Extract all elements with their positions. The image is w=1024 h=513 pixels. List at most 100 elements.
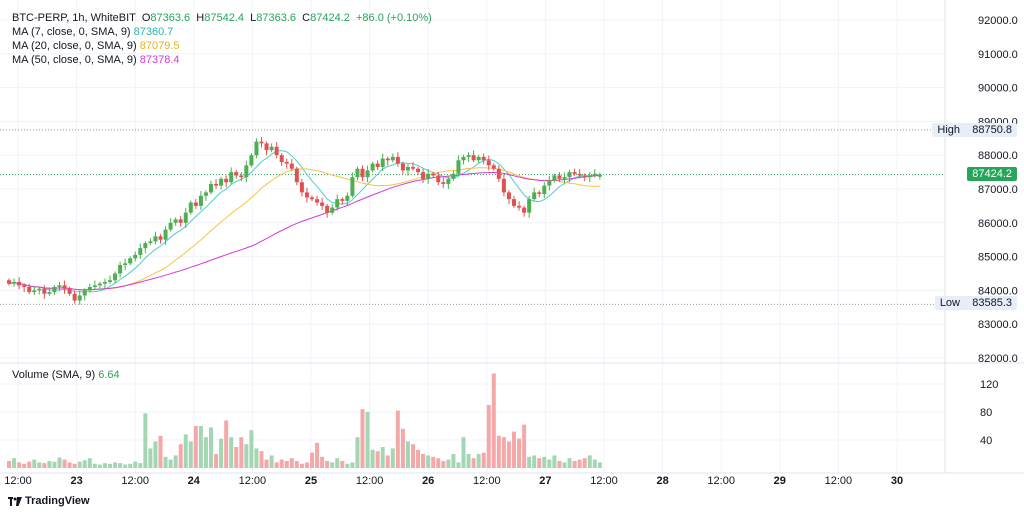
candle-body [405, 167, 410, 171]
volume-bar [22, 463, 27, 468]
candle-body [360, 168, 365, 178]
close-value: 87424.2 [310, 12, 350, 24]
volume-bar [47, 461, 52, 468]
volume-bar [370, 449, 375, 468]
ma50-line [8, 171, 600, 291]
price-tick-label: 83000.0 [978, 319, 1018, 331]
volume-bar [431, 456, 436, 468]
low-value: 87363.6 [256, 12, 297, 24]
candle-body [582, 175, 587, 178]
candle-body [537, 192, 542, 195]
candle-body [229, 172, 234, 183]
ma50-value: 87378.4 [139, 54, 180, 66]
volume-bar [133, 461, 138, 468]
candle-body [183, 212, 188, 223]
volume-bar [365, 412, 370, 468]
volume-bar [506, 441, 511, 468]
candle-body [350, 177, 355, 196]
ma7-line [8, 150, 600, 293]
volume-bar [380, 447, 385, 468]
time-tick-label: 30 [891, 475, 903, 487]
volume-bar [163, 456, 168, 468]
tradingview-logo[interactable]: TradingView [8, 495, 90, 507]
volume-bar [592, 459, 597, 468]
volume-bar [17, 462, 22, 468]
volume-tick-label: 120 [980, 379, 998, 391]
candle-body [390, 156, 395, 161]
candle-body [72, 293, 77, 301]
candle-body [97, 283, 102, 286]
time-tick-label: 28 [656, 475, 668, 487]
symbol-name: BTC-PERP, 1h, WhiteBIT [12, 12, 136, 24]
high-marker: High 88750.8 [932, 123, 1017, 137]
candle-body [173, 219, 178, 223]
candle-body [411, 167, 415, 169]
time-tick-label: 12:00 [473, 475, 501, 487]
ma20-legend[interactable]: MA (20, close, 0, SMA, 9) 87079.5 [12, 40, 180, 52]
candle-body [310, 197, 314, 200]
candle-body [234, 172, 239, 176]
volume-bar [340, 461, 345, 468]
candle-body [219, 178, 224, 186]
volume-legend[interactable]: Volume (SMA, 9) 6.64 [12, 369, 120, 381]
price-tick-label: 88000.0 [978, 150, 1018, 162]
candle-body [345, 195, 350, 201]
volume-bar [32, 459, 37, 468]
volume-bar [12, 458, 17, 468]
candle-body [380, 158, 385, 168]
volume-bar [542, 456, 547, 468]
low-label: L [250, 12, 257, 24]
candle-body [87, 287, 92, 291]
candle-body [158, 236, 163, 240]
volume-bar [7, 461, 11, 468]
candle-body [128, 258, 133, 264]
candle-body [426, 173, 431, 179]
candle-body [375, 163, 380, 168]
time-tick-label: 12:00 [4, 475, 32, 487]
candle-body [315, 199, 320, 203]
volume-bar [552, 455, 557, 468]
volume-bar [234, 447, 239, 468]
volume-value: 6.64 [98, 369, 120, 381]
price-tick-label: 84000.0 [978, 285, 1018, 297]
candle-body [32, 290, 37, 293]
candle-body [37, 288, 42, 291]
candle-body [178, 219, 183, 223]
candle-body [67, 288, 72, 294]
ma20-line [8, 167, 600, 291]
volume-bar [138, 463, 143, 468]
candle-body [456, 160, 461, 174]
last-price-value: 87424.2 [972, 168, 1012, 180]
candle-body [113, 273, 118, 281]
volume-bar [325, 461, 330, 468]
volume-bar [567, 458, 572, 468]
volume-bar [395, 410, 400, 468]
time-tick-label: 25 [305, 475, 317, 487]
candle-body [466, 155, 471, 157]
volume-bar [183, 434, 188, 468]
ma7-legend[interactable]: MA (7, close, 0, SMA, 9) 87360.7 [12, 26, 173, 38]
volume-bar [102, 463, 107, 468]
candle-body [421, 172, 426, 179]
high-label: H [196, 12, 205, 24]
volume-bar [123, 464, 128, 468]
volume-tick-label: 80 [980, 407, 992, 419]
candle-body [299, 182, 304, 193]
ma50-legend[interactable]: MA (50, close, 0, SMA, 9) 87378.4 [12, 54, 180, 66]
candle-body [254, 141, 259, 156]
volume-bar [52, 461, 57, 468]
volume-bar [446, 459, 451, 468]
candle-body [203, 192, 208, 196]
candle-body [572, 172, 577, 174]
volume-bar [335, 458, 340, 468]
volume-bar [390, 448, 395, 468]
candle-body [304, 192, 309, 198]
volume-bar [37, 462, 42, 468]
candle-body [436, 175, 441, 183]
candle-body [476, 156, 481, 161]
price-tick-label: 89000.0 [978, 116, 1018, 128]
volume-bar [57, 457, 62, 468]
candle-body [335, 199, 340, 208]
candle-body [486, 160, 491, 166]
